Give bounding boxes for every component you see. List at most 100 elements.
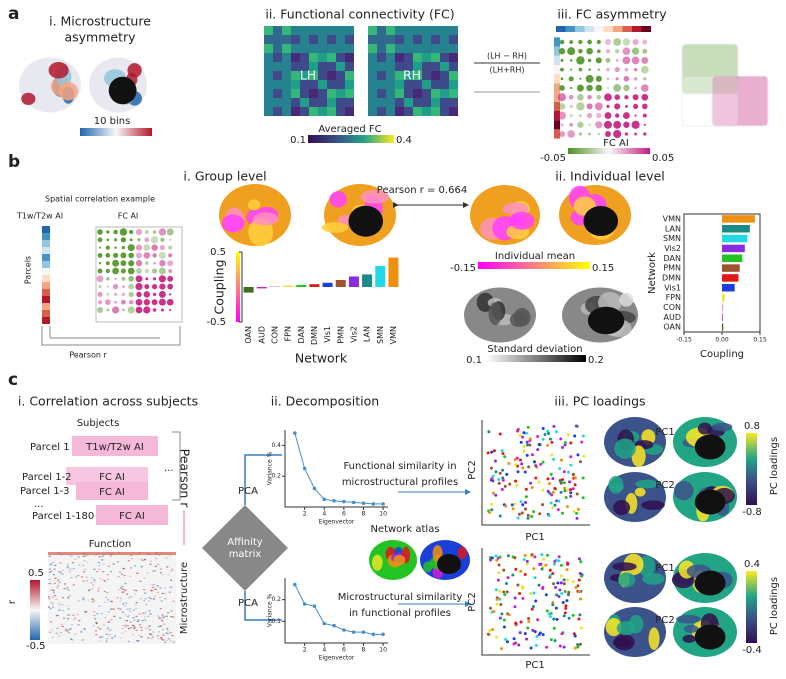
- point: [557, 555, 561, 559]
- dot: [151, 244, 158, 251]
- matrix-cell: [273, 98, 282, 107]
- colorbar: [308, 135, 394, 143]
- dot: [98, 285, 102, 288]
- heatmap-cell: [58, 581, 61, 583]
- heatmap-cell: [128, 597, 131, 599]
- heatmap-cell: [57, 579, 60, 581]
- heatmap-cell: [158, 631, 161, 633]
- point: [557, 595, 561, 599]
- heatmap-cell: [48, 582, 51, 585]
- matrix-cell: [422, 44, 431, 53]
- point: [494, 493, 498, 497]
- x-tick-label: DAN: [297, 326, 306, 343]
- colorbar-cell: [632, 26, 642, 32]
- heatmap-cell: [67, 608, 70, 610]
- colorbar-cell: [42, 289, 50, 296]
- dot: [135, 306, 143, 314]
- dot: [151, 268, 158, 274]
- matrix-cell: [318, 35, 327, 44]
- matrix-cell: [318, 62, 327, 71]
- label: FC AI: [99, 472, 125, 483]
- heatmap-cell: [148, 629, 151, 631]
- point: [558, 644, 562, 648]
- heatmap-cell: [58, 602, 61, 604]
- heatmap-cell: [126, 608, 129, 610]
- heatmap-cell: [103, 601, 106, 603]
- dot: [613, 120, 622, 129]
- heatmap-cell: [157, 563, 160, 566]
- matrix-cell: [309, 26, 318, 35]
- heatmap-cell: [86, 580, 89, 582]
- point: [559, 581, 563, 585]
- dot: [145, 261, 149, 265]
- dot: [595, 57, 602, 64]
- dot: [127, 306, 135, 314]
- dot: [158, 251, 167, 260]
- point: [491, 628, 495, 632]
- matrix-cell: [377, 89, 386, 98]
- heatmap-cell: [135, 589, 138, 592]
- dot: [640, 65, 649, 74]
- matrix-cell: [282, 89, 291, 98]
- label: matrix: [229, 549, 262, 560]
- bar: [388, 257, 399, 287]
- heatmap-cell: [51, 596, 54, 598]
- matrix-cell: [431, 53, 440, 62]
- point: [504, 504, 508, 508]
- point: [525, 559, 529, 563]
- heatmap-cell: [140, 558, 143, 561]
- point: [498, 597, 502, 601]
- heatmap-cell: [99, 640, 102, 642]
- matrix-cell: [327, 71, 336, 80]
- heatmap-cell: [122, 625, 125, 627]
- brain-patch: [712, 422, 733, 432]
- point: [293, 431, 297, 435]
- heatmap-cell: [159, 608, 162, 610]
- point: [528, 443, 532, 447]
- heatmap-cell: [63, 583, 66, 585]
- colorbar-cell: [42, 247, 50, 254]
- dot: [615, 58, 619, 62]
- heatmap-cell: [58, 604, 61, 606]
- dot: [114, 300, 117, 304]
- point: [544, 593, 548, 597]
- heatmap-cell: [135, 608, 138, 610]
- y-tick-label: FPN: [666, 293, 681, 302]
- point: [530, 485, 534, 489]
- label: Network atlas: [370, 524, 439, 535]
- point: [518, 591, 522, 595]
- point: [562, 481, 566, 485]
- dot: [559, 85, 565, 91]
- dot: [168, 245, 173, 250]
- matrix-cell: [273, 53, 282, 62]
- dot: [167, 260, 174, 267]
- matrix-cell: [345, 53, 354, 62]
- colorbar-cell: [622, 26, 632, 32]
- point: [526, 443, 530, 447]
- colorbar-tick: 0.5: [28, 568, 44, 579]
- heatmap-cell: [91, 598, 94, 600]
- dot: [633, 67, 638, 72]
- axes: [481, 420, 590, 526]
- heatmap-cell: [157, 638, 160, 640]
- dot: [135, 260, 143, 267]
- matrix-cell: [413, 80, 422, 89]
- heatmap-cell: [83, 560, 86, 562]
- point: [500, 647, 504, 651]
- heatmap-cell: [91, 588, 94, 590]
- matrix-cell: [264, 71, 273, 80]
- bar: [722, 254, 743, 262]
- heatmap-cell: [101, 555, 104, 557]
- brain-patch: [58, 82, 79, 101]
- heatmap-cell: [91, 601, 94, 603]
- point: [565, 489, 569, 493]
- point: [569, 455, 573, 459]
- heatmap-cell: [132, 609, 135, 611]
- axes: [481, 548, 590, 656]
- matrix-cell: [273, 44, 282, 53]
- brain-patch: [618, 572, 636, 588]
- heatmap-cell: [106, 621, 109, 624]
- dot: [152, 308, 157, 312]
- heatmap-cell: [161, 619, 164, 621]
- heatmap-cell: [165, 615, 168, 617]
